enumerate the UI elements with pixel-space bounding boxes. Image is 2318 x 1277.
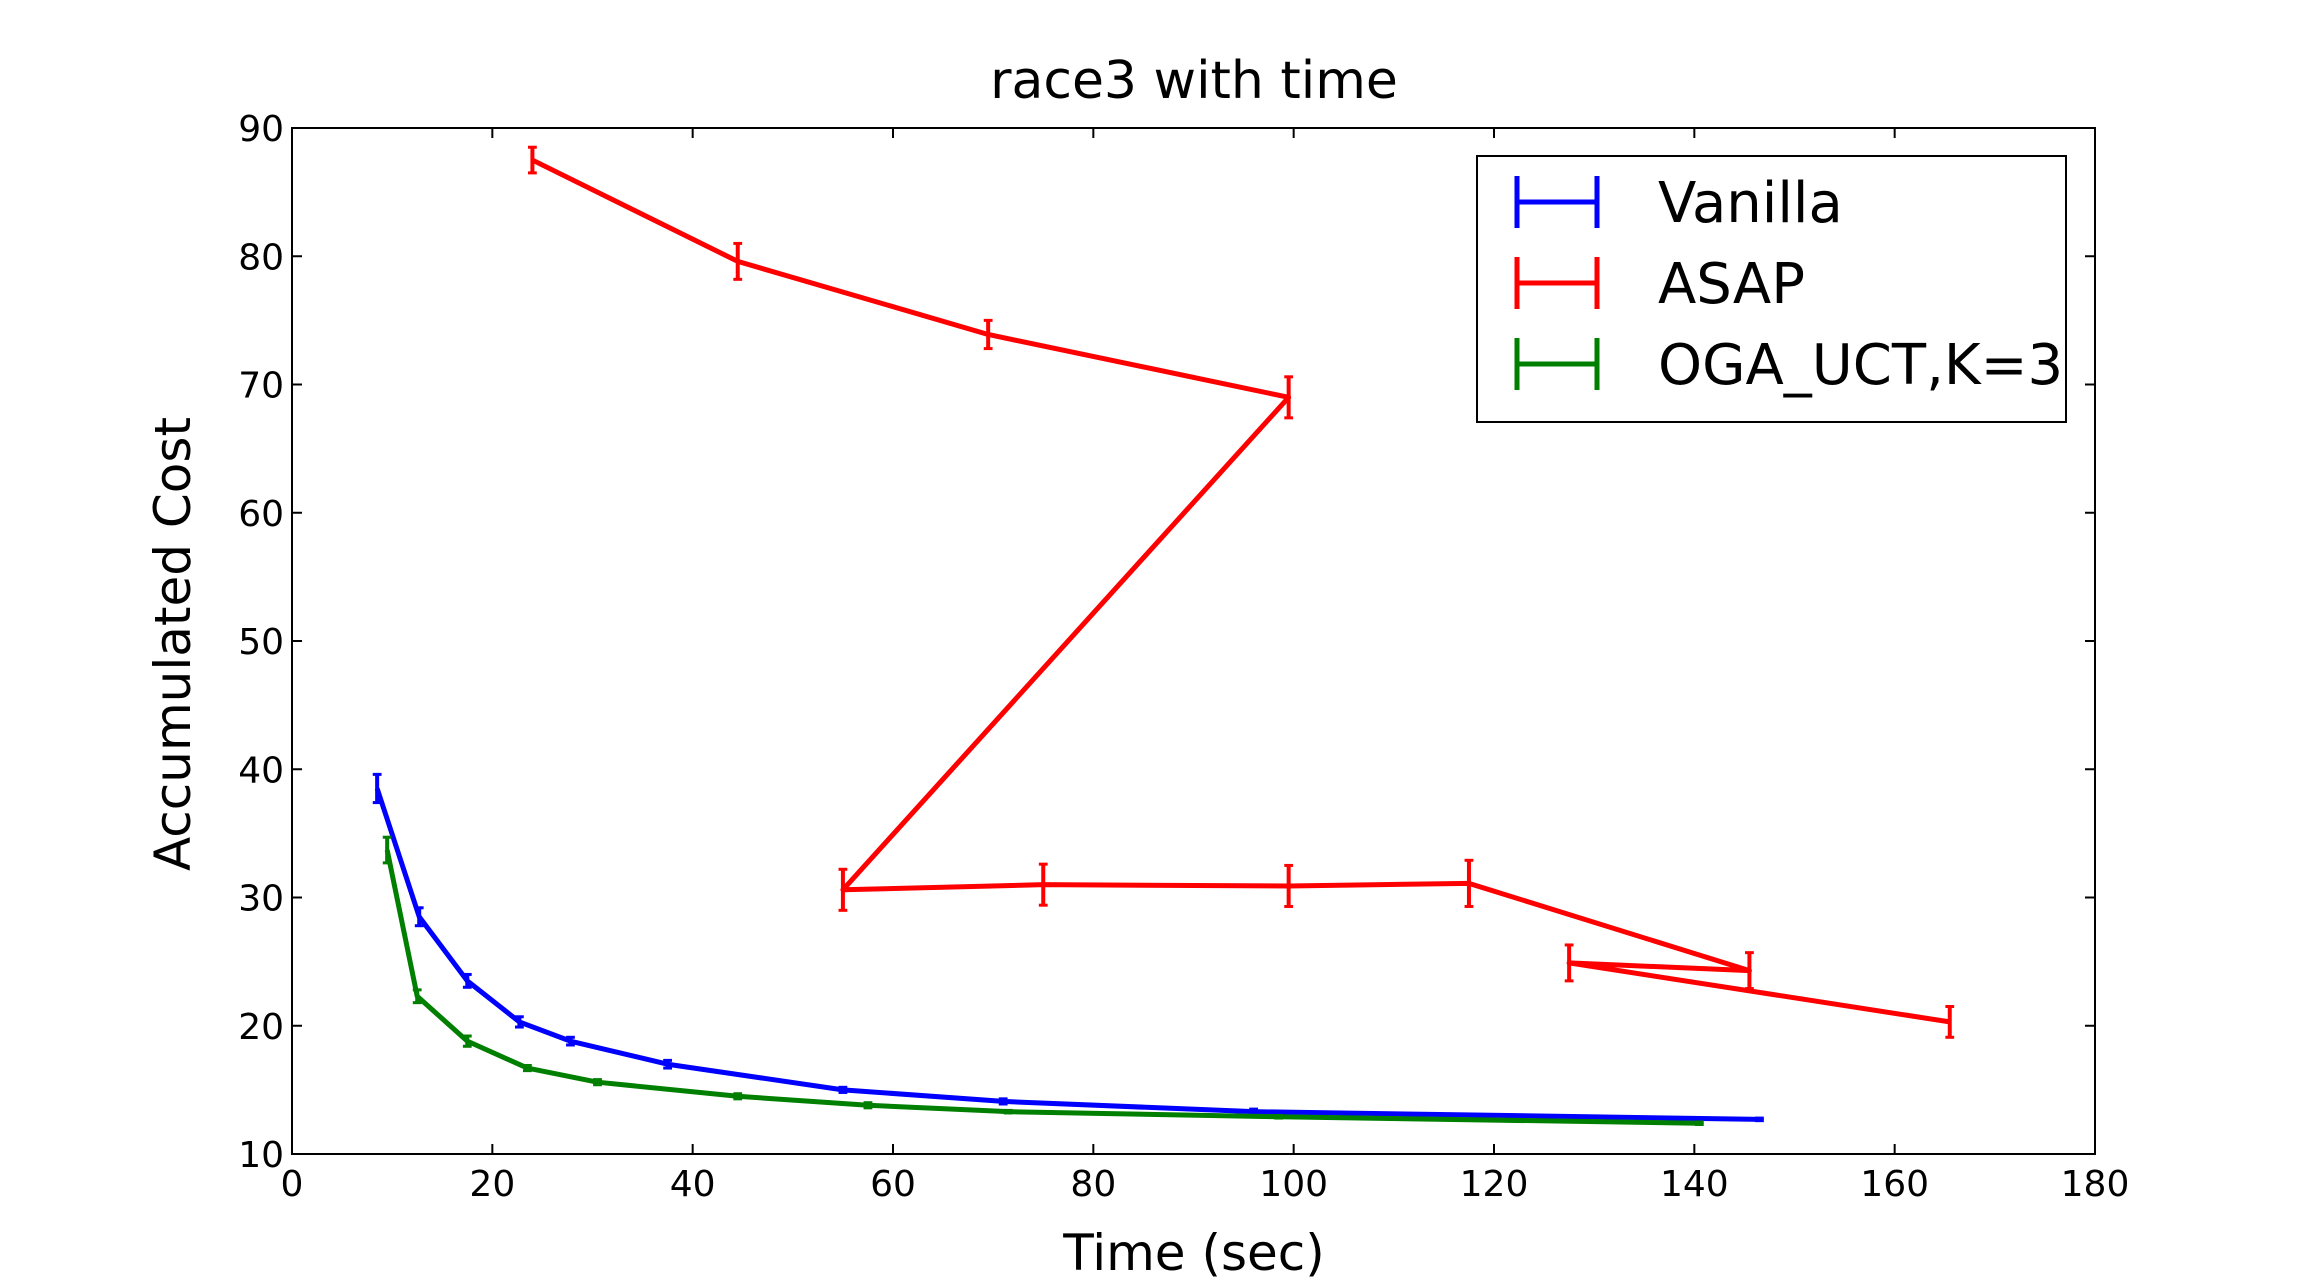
x-tick-label: 80 xyxy=(1070,1164,1116,1205)
y-tick-label: 90 xyxy=(238,109,284,150)
series-line xyxy=(374,787,1760,1122)
legend: Vanilla ASAP OGA_UCT,K=3 xyxy=(1476,155,2067,423)
y-tick-label: 40 xyxy=(238,750,284,791)
x-axis-title: Time (sec) xyxy=(1062,1224,1325,1277)
series-layer xyxy=(372,145,1955,1127)
x-tick-label: 60 xyxy=(870,1164,916,1205)
plot-frame xyxy=(291,127,2096,1155)
legend-item: ASAP xyxy=(1514,252,1805,317)
y-axis: 10 20 30 40 50 60 70 80 90 xyxy=(238,109,2095,1176)
y-tick-label: 30 xyxy=(238,879,284,920)
series-1 xyxy=(528,145,1955,1039)
series-line xyxy=(384,849,1700,1126)
x-tick-label: 40 xyxy=(670,1164,716,1205)
x-axis: 0 20 40 60 80 100 120 140 160 180 xyxy=(281,128,2130,1205)
x-tick-label: 160 xyxy=(1860,1164,1929,1205)
x-tick-label: 180 xyxy=(2061,1164,2130,1205)
legend-label: Vanilla xyxy=(1658,171,1843,236)
y-tick-label: 20 xyxy=(238,1007,284,1048)
x-tick-label: 0 xyxy=(281,1164,304,1205)
series-0 xyxy=(372,772,1764,1123)
series-2 xyxy=(382,835,1704,1127)
y-tick-label: 70 xyxy=(238,366,284,407)
y-tick-label: 60 xyxy=(238,494,284,535)
x-tick-label: 20 xyxy=(469,1164,515,1205)
x-tick-label: 120 xyxy=(1460,1164,1529,1205)
legend-label: OGA_UCT,K=3 xyxy=(1658,333,2063,398)
y-tick-label: 80 xyxy=(238,237,284,278)
y-tick-label: 10 xyxy=(238,1135,284,1176)
chart-title: race3 with time xyxy=(990,51,1398,111)
y-axis-title: Accumulated Cost xyxy=(144,417,202,871)
legend-item: OGA_UCT,K=3 xyxy=(1514,333,2063,398)
legend-item: Vanilla xyxy=(1514,171,1843,236)
x-tick-label: 140 xyxy=(1660,1164,1729,1205)
x-tick-label: 100 xyxy=(1259,1164,1328,1205)
legend-label: ASAP xyxy=(1658,252,1805,317)
y-tick-label: 50 xyxy=(238,622,284,663)
